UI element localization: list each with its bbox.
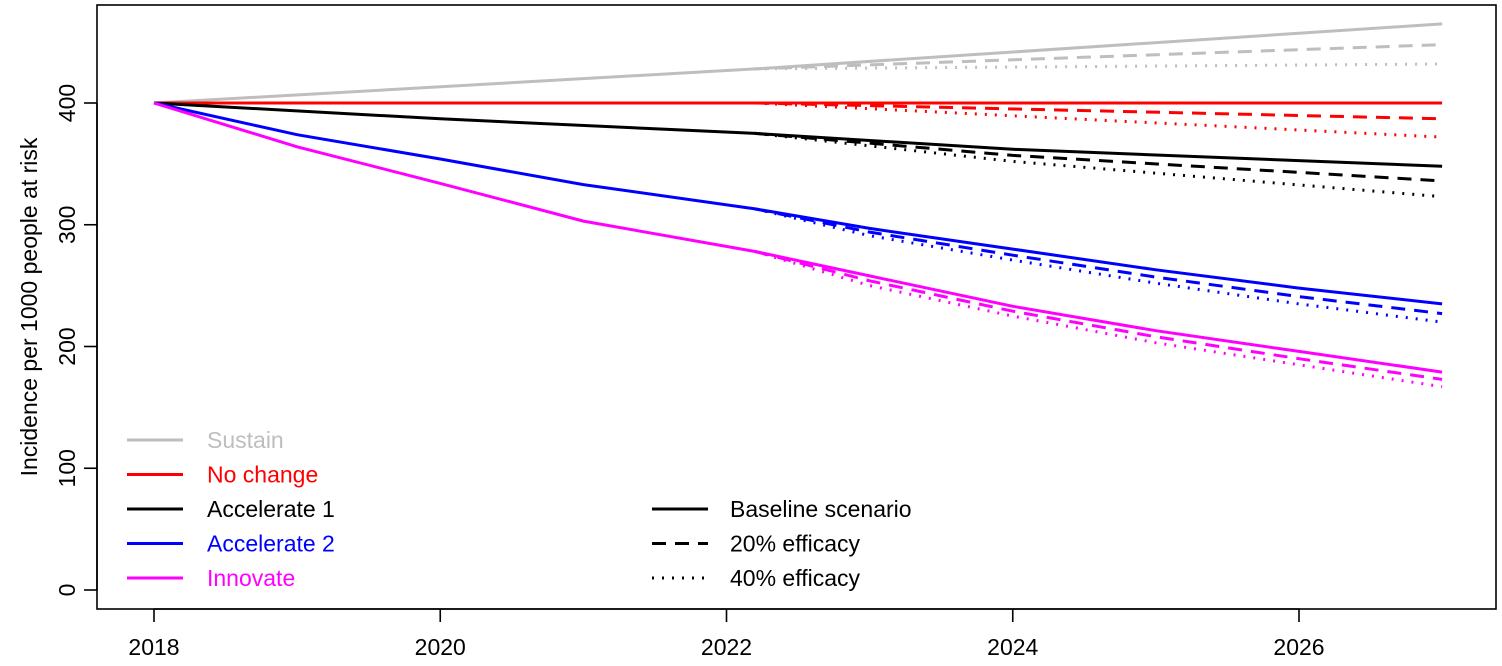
legend-label: Sustain: [207, 427, 284, 453]
legend-label: Accelerate 2: [207, 531, 335, 557]
x-tick-label: 2024: [987, 634, 1038, 660]
series-line-accelerate-2-eff20: [754, 207, 1443, 316]
y-tick-label: 400: [54, 84, 80, 122]
legend-linetypes: Baseline scenario 20% efficacy 40% efficac…: [652, 496, 912, 591]
legend-linetype-label: 40% efficacy: [730, 565, 860, 591]
x-tick-label: 2022: [701, 634, 752, 660]
legend-linetype-label: 20% efficacy: [730, 531, 860, 557]
legend-linetype-label: Baseline scenario: [730, 496, 912, 522]
series-line-accelerate-1-baseline: [153, 101, 1443, 168]
x-tick-label: 2026: [1273, 634, 1324, 660]
legend-label: Accelerate 1: [207, 496, 335, 522]
series-layer: [153, 22, 1443, 389]
y-tick-label: 100: [54, 449, 80, 487]
y-tick-label: 300: [54, 206, 80, 244]
series-line-no-change-eff20: [755, 101, 1443, 121]
legend-label: No change: [207, 462, 318, 488]
series-line-innovate-eff40: [754, 250, 1443, 389]
y-tick-label: 0: [54, 584, 80, 597]
series-line-innovate-eff20: [754, 250, 1443, 381]
series-line-no-change-eff40: [755, 101, 1443, 139]
series-line-accelerate-2-baseline: [153, 101, 1443, 306]
series-line-sustain-eff20: [755, 43, 1443, 71]
x-tick-label: 2020: [415, 634, 466, 660]
legend-label: Innovate: [207, 565, 295, 591]
x-tick-label: 2018: [128, 634, 179, 660]
legend-scenarios: Sustain No change Accelerate 1 Accelerate 2…: [127, 427, 335, 591]
axes-layer: 2018 2020 2022 2024 2026 0 100 200 300 400: [54, 84, 1325, 660]
series-line-accelerate-1-eff20: [754, 131, 1443, 183]
series-line-sustain-baseline: [153, 22, 1443, 105]
series-line-innovate-baseline: [153, 101, 1443, 374]
y-tick-label: 200: [54, 327, 80, 365]
y-axis-label: Incidence per 1000 people at risk: [16, 137, 42, 476]
